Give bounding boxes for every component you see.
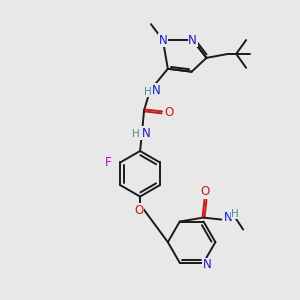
Text: O: O [164, 106, 173, 119]
Text: N: N [188, 34, 197, 46]
Text: N: N [203, 258, 212, 271]
Text: O: O [201, 185, 210, 198]
Text: H: H [231, 208, 239, 219]
Text: N: N [152, 84, 160, 97]
Text: O: O [134, 204, 144, 217]
Text: F: F [105, 156, 112, 169]
Text: N: N [158, 34, 167, 46]
Text: H: H [132, 129, 140, 139]
Text: N: N [224, 211, 233, 224]
Text: N: N [142, 127, 150, 140]
Text: H: H [144, 86, 152, 97]
